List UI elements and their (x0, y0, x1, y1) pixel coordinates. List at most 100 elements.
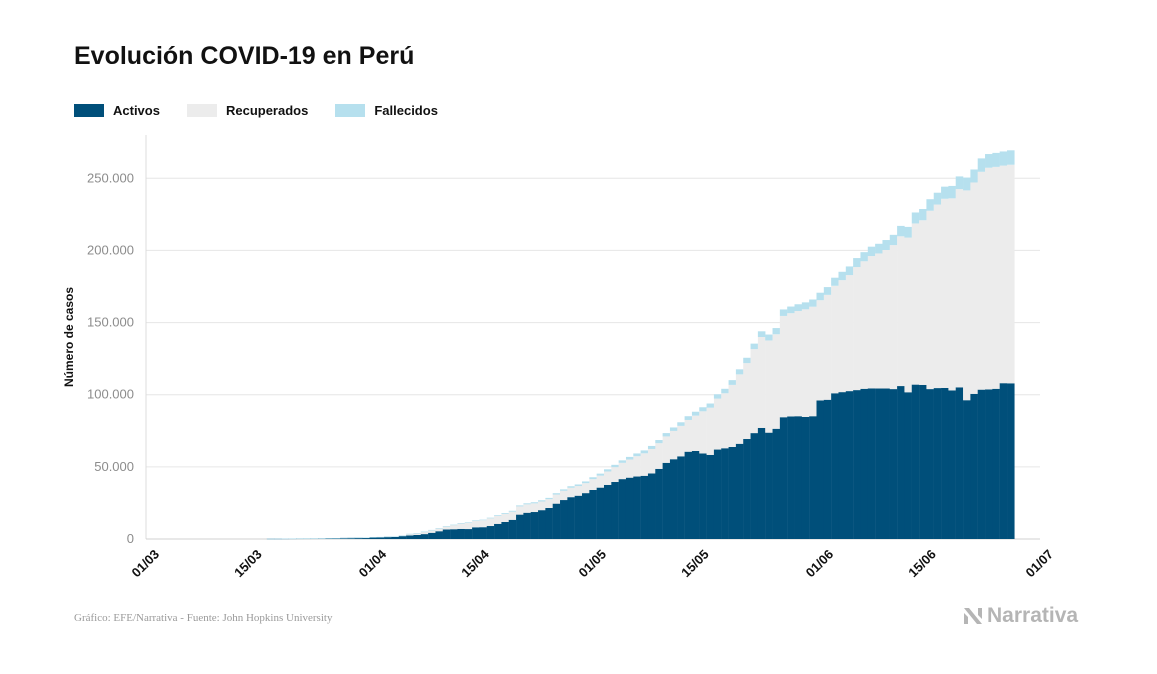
y-tick-label: 150.000 (87, 315, 134, 330)
bar-recuperados (406, 533, 414, 536)
bar-activos (582, 493, 590, 539)
bar-fallecidos (977, 158, 986, 172)
bar-recuperados (919, 220, 927, 385)
bar-recuperados (611, 467, 619, 483)
bar-recuperados (545, 499, 553, 508)
bar-recuperados (970, 182, 978, 394)
bar-recuperados (794, 311, 803, 417)
bar-activos (779, 417, 788, 539)
bar-fallecidos (362, 537, 370, 539)
bar-recuperados (853, 267, 861, 391)
bar-activos (501, 521, 509, 539)
bar-activos (450, 529, 458, 539)
bar-activos (706, 454, 715, 539)
bar-fallecidos (538, 500, 546, 502)
bar-recuperados (713, 398, 722, 450)
bar-fallecidos (391, 536, 400, 538)
y-tick-label: 100.000 (87, 387, 134, 402)
bar-activos (728, 446, 737, 539)
bar-recuperados (875, 253, 883, 389)
bar-fallecidos (787, 306, 795, 314)
bar-fallecidos (713, 394, 722, 399)
bar-activos (977, 389, 986, 539)
bar-recuperados (494, 515, 502, 524)
bar-activos (603, 484, 612, 539)
bar-fallecidos (611, 464, 619, 468)
bar-activos (618, 479, 627, 539)
bar-recuperados (435, 528, 443, 532)
x-tick-label: 01/06 (803, 547, 837, 581)
bar-activos (875, 388, 883, 539)
legend-swatch-activos (74, 104, 104, 117)
bar-activos (999, 383, 1008, 539)
bar-recuperados (479, 520, 487, 528)
bar-recuperados (669, 430, 678, 460)
bar-activos (699, 453, 707, 539)
bar-fallecidos (933, 192, 942, 205)
bar-fallecidos (340, 537, 348, 539)
bar-fallecidos (897, 225, 905, 237)
bar-activos (831, 393, 839, 539)
bar-activos (750, 433, 759, 539)
bar-recuperados (831, 285, 839, 394)
bar-fallecidos (288, 538, 297, 540)
bar-fallecidos (596, 473, 605, 476)
bar-activos (567, 497, 575, 539)
bar-recuperados (889, 245, 898, 390)
bar-activos (677, 456, 685, 539)
bar-recuperados (882, 249, 890, 389)
bar-activos (721, 448, 729, 539)
bar-activos (479, 527, 487, 539)
bar-recuperados (897, 236, 905, 387)
y-tick-label: 50.000 (94, 459, 134, 474)
bar-activos (472, 527, 480, 539)
bar-fallecidos (486, 517, 495, 519)
bar-fallecidos (721, 388, 729, 394)
bar-activos (633, 476, 641, 539)
y-tick-label: 200.000 (87, 242, 134, 257)
bar-activos (486, 526, 495, 539)
bar-recuperados (442, 526, 451, 530)
bar-activos (911, 384, 920, 539)
bar-activos (574, 495, 583, 539)
bar-activos (860, 388, 868, 539)
bar-recuperados (933, 204, 942, 389)
bar-fallecidos (625, 456, 634, 460)
bar-recuperados (706, 407, 715, 455)
bar-activos (926, 389, 934, 539)
legend-swatch-recuperados (186, 104, 217, 117)
bar-fallecidos (347, 537, 356, 539)
bar-recuperados (867, 256, 876, 389)
bar-recuperados (530, 503, 539, 513)
bar-activos (406, 535, 414, 539)
x-tick-label: 15/04 (458, 546, 492, 580)
brand-logo: Narrativa (963, 604, 1078, 628)
bar-activos (413, 534, 421, 539)
bar-fallecidos (464, 522, 473, 523)
bar-recuperados (472, 520, 480, 528)
bar-activos (772, 428, 781, 539)
legend-label-fallecidos: Fallecidos (374, 103, 438, 118)
bar-activos (398, 535, 407, 539)
bar-fallecidos (860, 252, 868, 262)
bar-fallecidos (384, 536, 392, 538)
bar-fallecidos (479, 519, 487, 521)
bar-activos (992, 388, 1000, 539)
bar-activos (428, 532, 436, 539)
bar-activos (545, 507, 553, 539)
bar-recuperados (772, 334, 781, 429)
bar-fallecidos (882, 240, 890, 250)
bar-recuperados (809, 306, 817, 417)
bar-fallecidos (677, 422, 685, 426)
bar-fallecidos (662, 433, 671, 437)
x-tick-label: 01/05 (576, 547, 610, 581)
bar-recuperados (647, 448, 656, 474)
bar-fallecidos (552, 493, 561, 495)
bar-fallecidos (398, 535, 407, 537)
bar-fallecidos (428, 529, 436, 531)
bar-recuperados (538, 501, 546, 511)
bar-fallecidos (508, 510, 517, 512)
bar-recuperados (787, 313, 795, 417)
bar-activos (735, 443, 744, 539)
